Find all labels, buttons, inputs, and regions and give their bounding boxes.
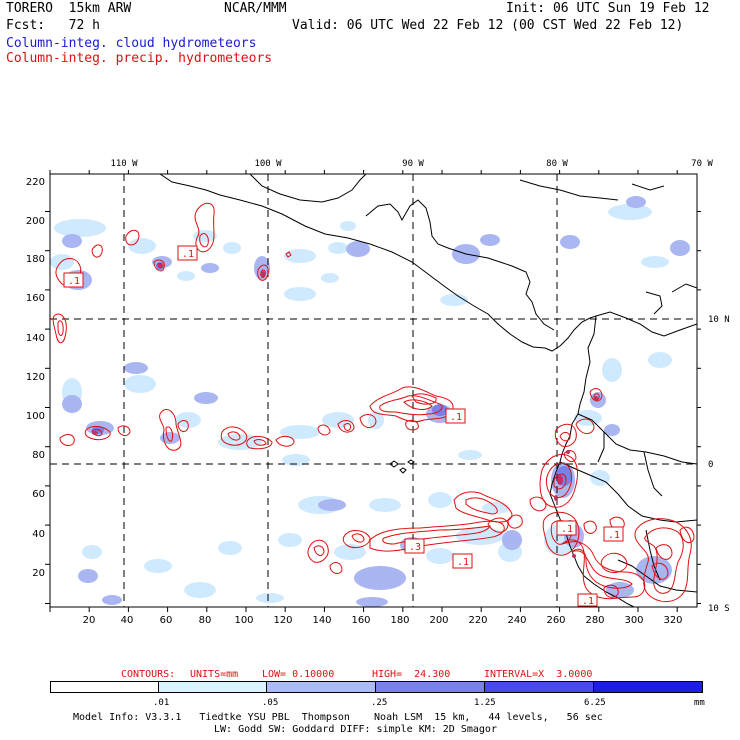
contour-label: .1 <box>582 596 594 607</box>
colorbar-bin <box>484 681 594 693</box>
colorbar-label: .25 <box>371 698 388 708</box>
lat-label: 10 S <box>708 604 730 614</box>
y-axis-labels: 220 200 180 160 140 120 100 80 60 40 20 <box>26 177 45 579</box>
x-axis-labels: 20 40 60 80 100 120 140 160 180 200 220 … <box>83 615 683 626</box>
colorbar-bin <box>375 681 485 693</box>
contour-info-units: UNITS=mm <box>190 669 239 680</box>
x-tick-label: 100 <box>234 615 253 626</box>
x-tick-label: 200 <box>429 615 448 626</box>
contour-label: .3 <box>409 542 421 553</box>
x-tick-label: 320 <box>663 615 682 626</box>
colorbar-label: .05 <box>262 698 279 708</box>
x-tick-label: 220 <box>468 615 487 626</box>
tick-marks <box>45 170 701 612</box>
x-tick-label: 180 <box>390 615 409 626</box>
lon-label: 70 W <box>691 159 713 169</box>
contour-value-labels: .1 .1 .1 .1 .3 .1 .1 .1 <box>63 245 624 607</box>
x-tick-label: 280 <box>585 615 604 626</box>
model-title: TORERO 15km ARW <box>6 1 132 16</box>
contour-info-interval: INTERVAL=X 3.0000 <box>484 669 593 680</box>
precip-field-label: Column-integ. precip. hydrometeors <box>6 51 273 66</box>
x-tick-label: 160 <box>351 615 370 626</box>
y-tick-label: 120 <box>26 372 45 383</box>
y-tick-label: 80 <box>32 450 45 461</box>
x-tick-label: 20 <box>83 615 96 626</box>
colorbar-bin <box>50 681 159 693</box>
contour-label: .1 <box>450 412 462 423</box>
colorbar-bin <box>158 681 267 693</box>
x-tick-label: 300 <box>624 615 643 626</box>
colorbar-bin <box>266 681 376 693</box>
lat-label: 0 <box>708 460 713 470</box>
precip-cores <box>92 264 598 558</box>
contour-label: .1 <box>608 530 620 541</box>
x-tick-label: 120 <box>273 615 292 626</box>
y-tick-label: 160 <box>26 293 45 304</box>
plot-frame <box>49 173 698 608</box>
lon-label: 110 W <box>110 159 138 169</box>
init-label: Init: 06 UTC Sun 19 Feb 12 <box>506 1 710 16</box>
y-tick-label: 200 <box>26 216 45 227</box>
contour-label: .1 <box>68 276 80 287</box>
cloud-hydrometeor-shading <box>50 196 690 607</box>
colorbar-bin <box>593 681 703 693</box>
contour-label: .1 <box>182 249 194 260</box>
x-tick-label: 40 <box>121 615 134 626</box>
model-physics: LW: Godd SW: Goddard DIFF: simple KM: 2D… <box>214 724 497 735</box>
colorbar-label: .01 <box>153 698 170 708</box>
valid-time: Valid: 06 UTC Wed 22 Feb 12 (00 CST Wed … <box>292 18 684 33</box>
latitude-labels: 10 N 0 10 S <box>708 315 730 614</box>
lon-label: 90 W <box>402 159 424 169</box>
colorbar-unit: mm <box>694 698 705 708</box>
org-label: NCAR/MMM <box>224 1 287 16</box>
lon-label: 80 W <box>546 159 568 169</box>
lon-label: 100 W <box>254 159 282 169</box>
x-tick-label: 240 <box>507 615 526 626</box>
x-tick-label: 80 <box>199 615 212 626</box>
y-tick-label: 60 <box>32 489 45 500</box>
longitude-labels: 110 W 100 W 90 W 80 W 70 W <box>110 159 713 169</box>
precip-hydrometeor-contours <box>52 202 695 602</box>
y-tick-label: 20 <box>32 568 45 579</box>
contour-info-low: LOW= 0.10000 <box>262 669 335 680</box>
cloud-field-label: Column-integ. cloud hydrometeors <box>6 36 257 51</box>
y-tick-label: 220 <box>26 177 45 188</box>
contour-label: .1 <box>561 524 573 535</box>
x-tick-label: 60 <box>160 615 173 626</box>
colorbar-label: 6.25 <box>584 698 606 708</box>
y-tick-label: 140 <box>26 333 45 344</box>
forecast-hour: Fcst: 72 h <box>6 18 100 33</box>
model-info: Model Info: V3.3.1 Tiedtke YSU PBL Thomp… <box>73 712 603 723</box>
contour-info-high: HIGH= 24.300 <box>372 669 451 680</box>
colorbar-label: 1.25 <box>474 698 496 708</box>
x-tick-label: 260 <box>546 615 565 626</box>
contour-label: .1 <box>457 557 469 568</box>
y-tick-label: 100 <box>26 411 45 422</box>
coastlines <box>159 174 697 607</box>
y-tick-label: 40 <box>32 529 45 540</box>
lat-label: 10 N <box>708 315 730 325</box>
contour-info-contours: CONTOURS: <box>121 669 176 680</box>
y-tick-label: 180 <box>26 254 45 265</box>
x-tick-label: 140 <box>312 615 331 626</box>
